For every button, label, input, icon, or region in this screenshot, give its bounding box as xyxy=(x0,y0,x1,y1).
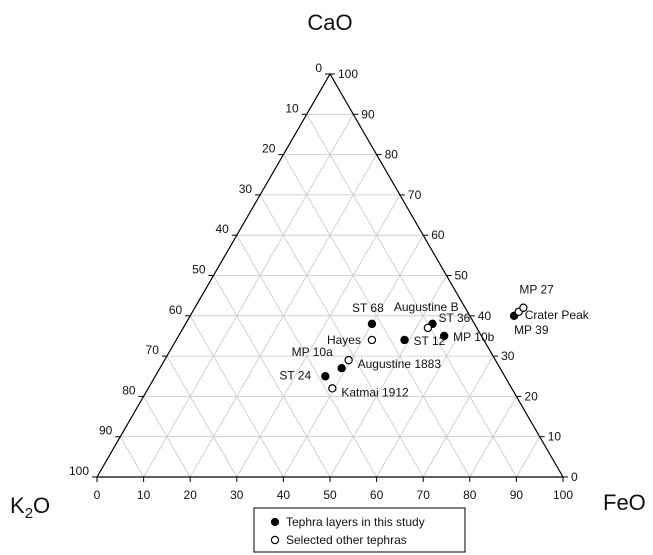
tick-label-bottom: 80 xyxy=(463,488,477,502)
tick-label-right: 60 xyxy=(431,228,445,242)
legend: Tephra layers in this study Selected oth… xyxy=(253,507,466,553)
point-label-crater-peak: Crater Peak xyxy=(525,308,590,322)
grid-line-k2o xyxy=(119,436,144,478)
grid-line-feo xyxy=(516,436,541,478)
grid-line-feo xyxy=(329,275,447,478)
apex-label-feo: FeO xyxy=(603,490,646,515)
data-points xyxy=(321,303,528,393)
grid-line-feo xyxy=(469,396,517,478)
tick-label-left: 80 xyxy=(122,383,136,397)
tick-label-bottom: 30 xyxy=(230,488,244,502)
tick-label-left: 0 xyxy=(315,61,322,75)
legend-marker-open xyxy=(270,535,280,545)
data-point-hayes xyxy=(367,335,377,345)
data-point-mp-10a xyxy=(337,363,346,373)
legend-entry-other: Selected other tephras xyxy=(286,533,407,547)
point-label-st-36: ST 36 xyxy=(439,311,471,325)
grid-line-k2o xyxy=(166,355,238,478)
data-point-st-12 xyxy=(400,335,409,345)
point-label-mp-10a: MP 10a xyxy=(292,345,333,359)
grid-line-k2o xyxy=(143,396,191,478)
tick-label-bottom: 70 xyxy=(417,488,431,502)
legend-box xyxy=(253,507,466,553)
tick-label-left: 10 xyxy=(285,101,299,115)
point-label-augustine-1883: Augustine 1883 xyxy=(358,357,442,371)
data-point-st-24 xyxy=(321,372,330,381)
tick-label-left: 70 xyxy=(146,343,160,357)
legend-entry-study: Tephra layers in this study xyxy=(286,515,425,529)
tick-label-bottom: 10 xyxy=(137,488,151,502)
point-label-augustine-b: Augustine B xyxy=(394,300,459,314)
grid-line-feo xyxy=(422,355,494,478)
grid-line-feo xyxy=(143,114,354,478)
data-point-mp-27 xyxy=(519,303,528,312)
tick-label-right: 40 xyxy=(478,309,492,323)
tick-label-right: 10 xyxy=(548,430,562,444)
tick-label-right: 80 xyxy=(385,148,399,162)
point-label-hayes: Hayes xyxy=(327,333,361,347)
point-label-mp-27: MP 27 xyxy=(519,283,554,297)
tick-label-left: 40 xyxy=(215,222,229,236)
point-labels: ST 68 ST 36 ST 12 MP 10b MP 39 MP 10a ST 24 Aug… xyxy=(279,283,589,400)
data-point-augustine-b xyxy=(423,323,433,333)
data-point-st-68 xyxy=(367,319,377,329)
point-label-st-12: ST 12 xyxy=(414,334,446,348)
point-label-mp-39: MP 39 xyxy=(514,323,549,337)
tick-label-bottom: 100 xyxy=(553,488,573,502)
grid-line-feo xyxy=(376,315,471,478)
tick-label-right: 0 xyxy=(571,470,578,484)
tick-label-bottom: 50 xyxy=(323,488,337,502)
tick-label-left: 100 xyxy=(69,464,89,478)
legend-marker-filled xyxy=(270,517,280,527)
data-point-katmai-1912 xyxy=(328,384,337,393)
grid-line-k2o xyxy=(213,275,331,478)
apex-label-cao: CaO xyxy=(307,10,352,35)
apex-label-k2o: K2O xyxy=(10,493,50,522)
grid-line-feo xyxy=(236,194,401,478)
tick-label-right: 70 xyxy=(408,188,422,202)
tick-label-bottom: 20 xyxy=(184,488,198,502)
apex-labels: CaO K2O FeO xyxy=(10,10,646,522)
grid-line-k2o xyxy=(306,114,517,478)
tick-label-left: 90 xyxy=(99,424,113,438)
grid-line-k2o xyxy=(259,194,424,478)
point-label-katmai-1912: Katmai 1912 xyxy=(341,385,409,399)
point-label-st-24: ST 24 xyxy=(279,368,311,382)
tick-label-right: 90 xyxy=(361,107,375,121)
axis-ticks: 0 0 0 10 10 10 20 20 20 30 30 30 40 40 40 50 50 50 60 60 60 7… xyxy=(69,61,578,502)
tick-label-left: 60 xyxy=(169,303,183,317)
tick-label-right: 50 xyxy=(455,269,469,283)
tick-label-bottom: 90 xyxy=(510,488,524,502)
tick-label-left: 30 xyxy=(239,182,253,196)
data-point-augustine-1883 xyxy=(344,355,353,365)
tick-label-right: 100 xyxy=(338,67,358,81)
grid-line-k2o xyxy=(189,315,284,478)
grid-lines xyxy=(119,113,541,478)
tick-label-right: 30 xyxy=(501,349,515,363)
tick-label-bottom: 40 xyxy=(277,488,291,502)
tick-label-bottom: 60 xyxy=(370,488,384,502)
tick-label-right: 20 xyxy=(524,389,538,403)
tick-label-bottom: 0 xyxy=(94,488,101,502)
point-label-st-68: ST 68 xyxy=(352,301,384,315)
data-point-mp-10b xyxy=(439,331,449,341)
point-label-mp-10b: MP 10b xyxy=(453,330,494,344)
tick-label-left: 20 xyxy=(262,142,276,156)
tick-label-left: 50 xyxy=(192,263,206,277)
